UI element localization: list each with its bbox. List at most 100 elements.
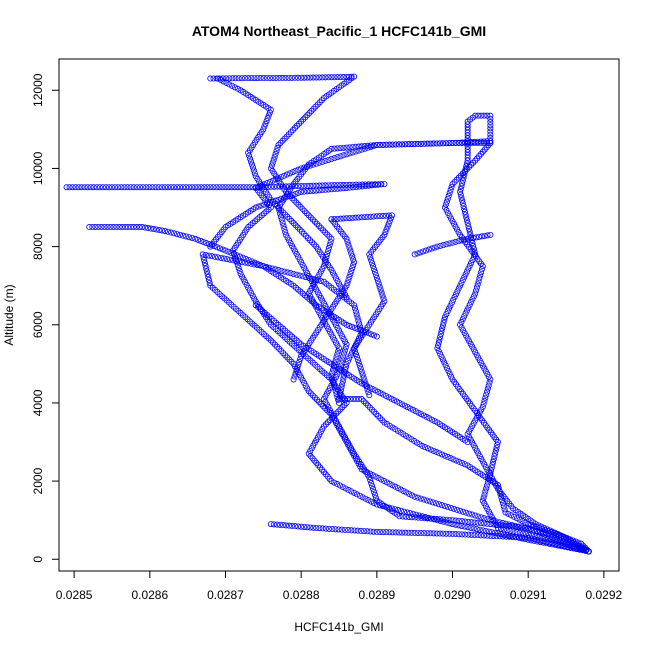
data-point: [368, 331, 375, 338]
data-point: [399, 529, 406, 536]
data-point: [192, 184, 199, 191]
data-point: [486, 379, 493, 386]
data-point: [567, 544, 574, 551]
data-point: [365, 497, 372, 504]
data-point: [278, 348, 285, 355]
data-point: [328, 186, 335, 193]
data-point: [472, 112, 479, 119]
data-point: [487, 376, 494, 383]
x-tick-label: 0.0289: [358, 588, 395, 602]
data-point: [186, 184, 193, 191]
data-point: [343, 321, 350, 328]
data-point: [229, 82, 236, 89]
data-point: [403, 489, 410, 496]
data-point: [290, 270, 297, 277]
data-point: [351, 489, 358, 496]
data-point: [367, 142, 374, 149]
data-point: [274, 144, 281, 151]
data-point: [361, 214, 368, 221]
data-point: [419, 442, 426, 449]
data-point: [452, 517, 459, 524]
data-point: [268, 162, 275, 169]
data-point: [310, 187, 317, 194]
data-point: [328, 156, 335, 163]
data-point: [483, 388, 490, 395]
data-point: [318, 225, 325, 232]
data-point: [383, 529, 390, 536]
data-point: [213, 184, 220, 191]
data-point: [255, 203, 262, 210]
data-point: [334, 215, 341, 222]
data-point: [446, 520, 453, 527]
data-point: [295, 189, 302, 196]
data-point: [431, 516, 438, 523]
data-point: [433, 140, 440, 147]
data-point: [272, 341, 279, 348]
data-point: [231, 184, 238, 191]
data-point: [499, 533, 506, 540]
data-point: [376, 141, 383, 148]
data-point: [245, 149, 252, 156]
data-point: [312, 103, 319, 110]
data-point: [351, 259, 358, 266]
data-point: [210, 184, 217, 191]
data-point: [265, 112, 272, 119]
y-tick-label: 8000: [31, 233, 45, 260]
data-point: [493, 521, 500, 528]
data-point: [343, 144, 350, 151]
data-point: [489, 461, 496, 468]
data-point: [338, 359, 345, 366]
data-point: [127, 224, 134, 231]
data-point: [444, 453, 451, 460]
data-point: [535, 522, 542, 529]
data-point: [425, 514, 432, 521]
data-point: [459, 316, 466, 323]
data-point: [171, 230, 178, 237]
data-point: [335, 408, 342, 415]
data-point: [463, 509, 470, 516]
data-point: [388, 212, 395, 219]
data-point: [353, 311, 360, 318]
data-point: [219, 184, 226, 191]
data-point: [307, 524, 314, 531]
data-point: [484, 385, 491, 392]
data-point: [426, 498, 433, 505]
data-point: [369, 260, 376, 267]
data-point: [449, 530, 456, 537]
data-point: [430, 140, 437, 147]
data-point: [340, 181, 347, 188]
data-point: [108, 184, 115, 191]
data-point: [87, 184, 94, 191]
data-point: [420, 496, 427, 503]
data-point: [340, 185, 347, 192]
data-point: [373, 410, 380, 417]
data-point: [445, 192, 452, 199]
data-point: [217, 254, 224, 261]
data-point: [470, 245, 477, 252]
data-point: [487, 125, 494, 132]
data-point: [345, 486, 352, 493]
data-point: [545, 532, 552, 539]
data-point: [269, 339, 276, 346]
data-point: [452, 531, 459, 538]
data-point: [311, 394, 318, 401]
data-point: [458, 183, 465, 190]
data-point: [288, 358, 295, 365]
data-point: [454, 506, 461, 513]
data-point: [292, 190, 299, 197]
data-point: [340, 152, 347, 159]
data-point: [420, 248, 427, 255]
data-point: [525, 525, 532, 532]
data-point: [261, 201, 268, 208]
data-point: [399, 141, 406, 148]
data-point: [546, 527, 553, 534]
data-point: [485, 382, 492, 389]
data-point: [549, 540, 556, 547]
data-point: [189, 184, 196, 191]
data-point: [512, 523, 519, 530]
data-point: [459, 180, 466, 187]
data-point: [307, 390, 314, 397]
data-point: [457, 186, 464, 193]
data-point: [284, 213, 291, 220]
data-point: [307, 188, 314, 195]
